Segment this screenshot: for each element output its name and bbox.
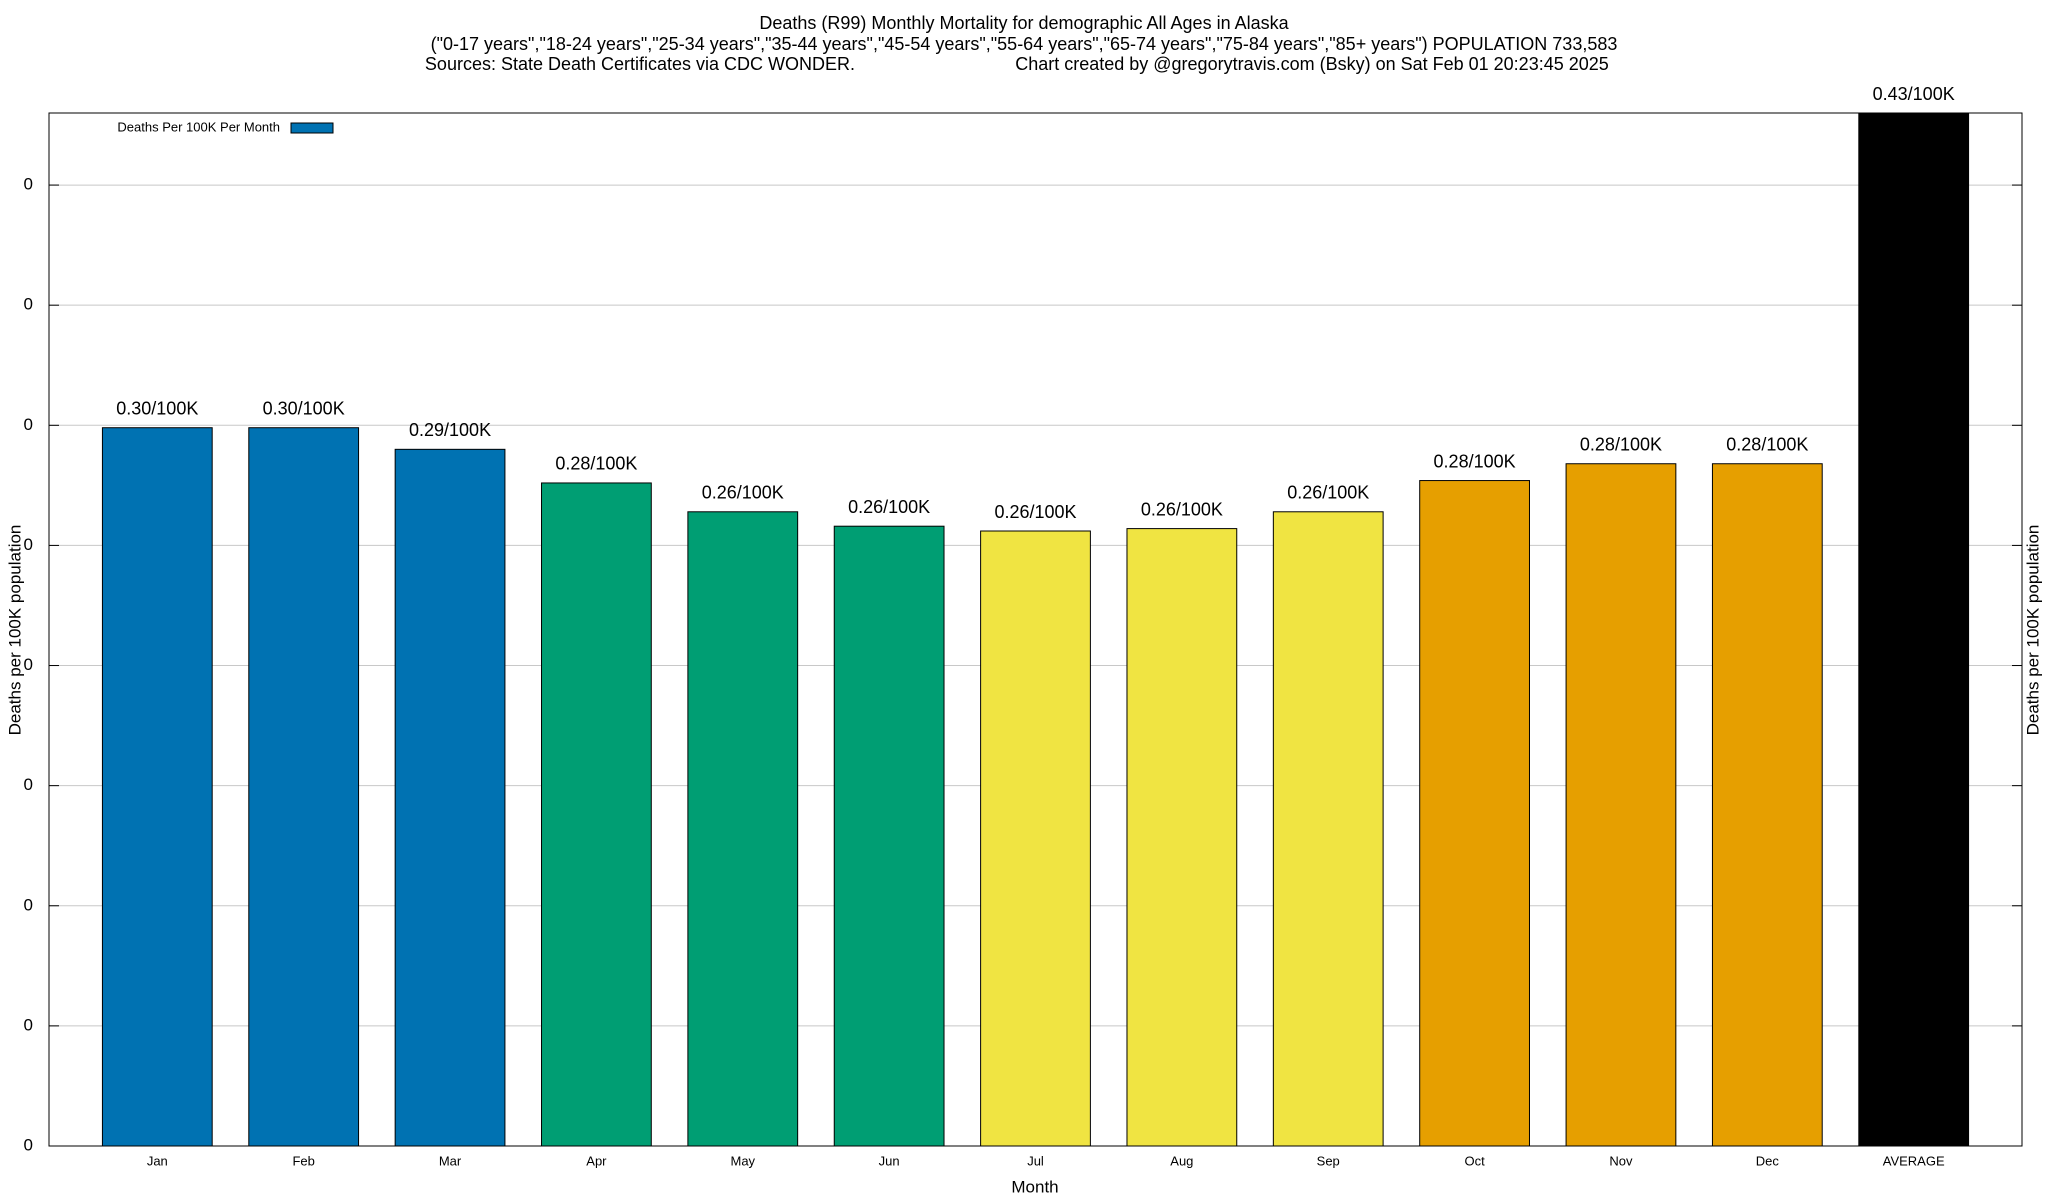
x-tick-label: Apr xyxy=(586,1153,607,1168)
value-label: 0.26/100K xyxy=(848,497,930,517)
value-label: 0.26/100K xyxy=(1287,483,1369,503)
bar xyxy=(980,530,1091,1147)
x-tick-label: Feb xyxy=(292,1153,314,1168)
legend-swatch xyxy=(290,122,334,134)
bar xyxy=(1711,463,1823,1147)
bar xyxy=(1272,511,1384,1147)
x-tick-label: Aug xyxy=(1170,1153,1193,1168)
value-label: 0.30/100K xyxy=(263,398,345,418)
value-label: 0.30/100K xyxy=(116,398,198,418)
y-axis-label: Deaths per 100K population xyxy=(5,525,24,736)
legend-label: Deaths Per 100K Per Month xyxy=(117,119,280,134)
value-label: 0.43/100K xyxy=(1873,84,1955,104)
x-tick-label: Oct xyxy=(1464,1153,1485,1168)
bar xyxy=(687,511,799,1147)
y2-axis-label: Deaths per 100K population xyxy=(2023,525,2042,736)
value-label: 0.29/100K xyxy=(409,420,491,440)
source: Sources: State Death Certificates via CD… xyxy=(425,54,855,74)
y-tick-label: 0 xyxy=(24,655,33,674)
bar xyxy=(1419,480,1530,1147)
x-tick-label: AVERAGE xyxy=(1883,1153,1945,1168)
chart-title: Deaths (R99) Monthly Mortality for demog… xyxy=(759,13,1289,33)
y-tick-label: 0 xyxy=(24,175,33,194)
x-tick-label: Jul xyxy=(1027,1153,1044,1168)
credit: Chart created by @gregorytravis.com (Bsk… xyxy=(1015,54,1609,74)
y-tick-label: 0 xyxy=(24,295,33,314)
y-tick-label: 0 xyxy=(24,415,33,434)
bar xyxy=(1565,463,1677,1147)
value-label: 0.26/100K xyxy=(994,502,1076,522)
x-tick-label: Mar xyxy=(439,1153,462,1168)
bar xyxy=(541,482,652,1147)
bar xyxy=(101,427,213,1147)
chart-subtitle: ("0-17 years","18-24 years","25-34 years… xyxy=(431,34,1618,54)
plot-frame xyxy=(48,112,2023,1147)
x-tick-label: Sep xyxy=(1317,1153,1340,1168)
value-label: 0.28/100K xyxy=(555,454,637,474)
y-tick-label: 0 xyxy=(24,775,33,794)
x-tick-label: Jan xyxy=(147,1153,168,1168)
bar xyxy=(1858,112,1970,1147)
x-tick-label: May xyxy=(730,1153,755,1168)
y-tick-label: 0 xyxy=(24,1135,33,1154)
value-label: 0.28/100K xyxy=(1434,451,1516,471)
x-axis-label: Month xyxy=(1011,1177,1058,1196)
value-label: 0.28/100K xyxy=(1726,434,1808,454)
x-tick-label: Dec xyxy=(1756,1153,1780,1168)
x-tick-label: Jun xyxy=(879,1153,900,1168)
bar xyxy=(1126,528,1238,1147)
value-label: 0.26/100K xyxy=(1141,499,1223,519)
y-tick-label: 0 xyxy=(24,895,33,914)
bar xyxy=(833,525,945,1147)
bar xyxy=(394,448,506,1147)
y-tick-label: 0 xyxy=(24,1015,33,1034)
x-tick-label: Nov xyxy=(1609,1153,1633,1168)
value-label: 0.28/100K xyxy=(1580,434,1662,454)
y-tick-label: 0 xyxy=(24,535,33,554)
value-label: 0.26/100K xyxy=(702,483,784,503)
bar xyxy=(248,427,360,1147)
